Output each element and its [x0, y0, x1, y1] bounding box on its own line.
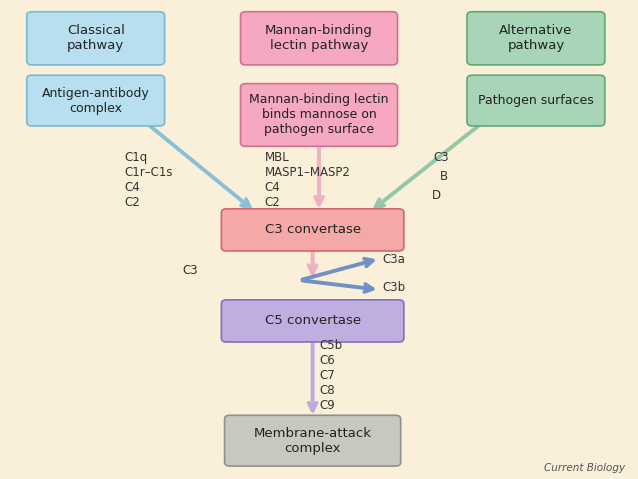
FancyBboxPatch shape [225, 415, 401, 466]
FancyBboxPatch shape [467, 75, 605, 126]
FancyBboxPatch shape [241, 83, 397, 147]
Text: Current Biology: Current Biology [544, 463, 625, 473]
Text: C3: C3 [182, 264, 198, 277]
Text: C3b: C3b [383, 281, 406, 294]
Text: Pathogen surfaces: Pathogen surfaces [478, 94, 594, 107]
Text: D: D [432, 189, 441, 202]
Text: C3: C3 [434, 151, 449, 164]
Text: B: B [440, 170, 449, 183]
Text: Classical
pathway: Classical pathway [67, 24, 124, 52]
Text: Membrane-attack
complex: Membrane-attack complex [254, 427, 371, 455]
Text: Antigen-antibody
complex: Antigen-antibody complex [42, 87, 149, 114]
FancyBboxPatch shape [221, 209, 404, 251]
FancyBboxPatch shape [241, 12, 397, 65]
FancyBboxPatch shape [27, 12, 165, 65]
Text: MBL
MASP1–MASP2
C4
C2: MBL MASP1–MASP2 C4 C2 [265, 151, 351, 209]
Text: C5b
C6
C7
C8
C9: C5b C6 C7 C8 C9 [319, 339, 342, 412]
FancyBboxPatch shape [27, 75, 165, 126]
Text: C1q
C1r–C1s
C4
C2: C1q C1r–C1s C4 C2 [124, 151, 173, 209]
Text: C3 convertase: C3 convertase [265, 223, 360, 237]
FancyBboxPatch shape [221, 300, 404, 342]
Text: Mannan-binding
lectin pathway: Mannan-binding lectin pathway [265, 24, 373, 52]
FancyBboxPatch shape [467, 12, 605, 65]
Text: Mannan-binding lectin
binds mannose on
pathogen surface: Mannan-binding lectin binds mannose on p… [249, 93, 389, 137]
Text: C5 convertase: C5 convertase [265, 314, 360, 328]
Text: C3a: C3a [383, 253, 406, 266]
Text: Alternative
pathway: Alternative pathway [499, 24, 573, 52]
